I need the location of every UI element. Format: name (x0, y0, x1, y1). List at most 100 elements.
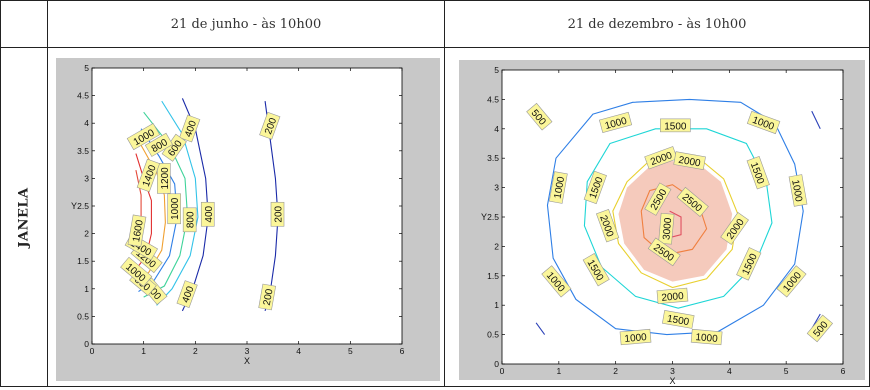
y-tick-label: 0 (494, 359, 499, 369)
contour-label: 1000 (690, 328, 723, 346)
y-tick-label: 2 (84, 229, 89, 239)
y-tick-label: 0 (84, 339, 89, 349)
y-tick-label: 3.5 (487, 153, 499, 163)
contour-label-box (676, 186, 709, 217)
contour-label: 1600 (127, 214, 147, 248)
contour-label-box (595, 208, 620, 243)
contour-label-box (583, 170, 607, 205)
contour-label-box (157, 163, 171, 194)
june-contour-chart: 0 1 2 3 4 5 600.511.522.533.544.55XY2002002004… (56, 58, 440, 381)
x-tick-label: 4 (727, 366, 732, 376)
contour-label-box (788, 174, 808, 207)
contour-label-text: 200 (262, 288, 276, 307)
x-tick-label: 6 (841, 366, 846, 376)
y-tick-label: 1.5 (487, 271, 499, 281)
contour-label-box (647, 237, 681, 267)
x-tick-label: 0 (90, 346, 95, 356)
contour-label-box (548, 171, 568, 204)
y-tick-label: 0.5 (77, 311, 89, 321)
contour-label-text: 1000 (624, 332, 648, 345)
contour-label-box (644, 146, 678, 170)
contour-label-box (598, 111, 633, 133)
contour-label-box (776, 265, 807, 298)
plot-area (91, 67, 403, 345)
december-contour-chart: 0 1 2 3 4 5 6 0 0.5 1 1.5 2 2.5 3 3.5 4 4.5 5 X Y 500 1000 150… (459, 60, 865, 386)
contour-label-box (136, 158, 160, 193)
y-tick-label: 1.5 (77, 256, 89, 266)
contour-label: 2000 (656, 287, 689, 304)
contour-2500 (640, 184, 708, 256)
contour-label-box (746, 110, 781, 135)
contour-1200 (139, 145, 166, 281)
row-label: JANELA (16, 186, 32, 248)
contour-label-text: 1000 (170, 197, 181, 220)
y-tick-label: 0.5 (487, 330, 499, 340)
contour-label-box (806, 314, 833, 343)
x-tick-label: 6 (400, 346, 405, 356)
header-june: 21 de junho - às 10h00 (47, 0, 445, 48)
y-tick-label: 5 (84, 63, 89, 73)
contour-label-text: 2000 (661, 291, 685, 304)
contour-label: 1000 (167, 193, 181, 225)
contour-label-box (258, 283, 277, 311)
contour-label: 1200 (157, 163, 171, 194)
contour-label: 1500 (660, 118, 691, 133)
contour-label-box (720, 212, 749, 245)
y-tick-label: 2.5 (77, 201, 89, 211)
contour-label: 200 (258, 283, 277, 311)
contour-label: 1000 (788, 174, 808, 207)
x-tick-label: 2 (613, 366, 618, 376)
contour-1500 (583, 128, 773, 309)
contour-label: 1000 (619, 328, 652, 346)
contour-label-text: 1000 (552, 175, 567, 199)
contour-label-box (660, 118, 691, 133)
contour-label-text: 800 (186, 211, 197, 228)
x-tick-label: 5 (348, 346, 353, 356)
contour-label-box (658, 212, 675, 245)
contour-label-text: 1600 (131, 219, 146, 243)
contour-label-box (526, 102, 553, 131)
x-tick-label: 1 (141, 346, 146, 356)
contour-label-box (736, 247, 762, 281)
contour-label-box (662, 310, 695, 329)
y-tick-label: 3.5 (77, 146, 89, 156)
contour-label-text: 2000 (677, 155, 701, 170)
contour-label-text: 1000 (695, 332, 719, 345)
y-tick-label: 2 (494, 241, 499, 251)
contour-label-box (120, 256, 153, 287)
contour-label: 2000 (673, 151, 706, 171)
contour-label-text: 1200 (160, 167, 171, 190)
y-tick-label: 3 (84, 173, 89, 183)
contour-label-box (144, 132, 173, 157)
contour-label-box (126, 123, 161, 151)
december-chart-cell: 0 1 2 3 4 5 6 0 0.5 1 1.5 2 2.5 3 3.5 4 4.5 5 X Y 500 1000 150… (444, 47, 870, 387)
x-tick-label: 1 (556, 366, 561, 376)
contour-label-text: 1500 (666, 314, 690, 329)
contour-500 (811, 110, 821, 130)
y-tick-label: 5 (494, 65, 499, 75)
x-axis-label: X (244, 356, 250, 366)
contour-label-text: 3000 (661, 217, 674, 241)
contour-label: 1500 (662, 310, 695, 329)
contour-label-box (673, 151, 706, 171)
contour-label-box (541, 265, 572, 298)
x-tick-label: 3 (245, 346, 250, 356)
contour-label-box (200, 201, 215, 227)
x-tick-label: 3 (670, 366, 675, 376)
contour-label: 1000 (548, 171, 568, 204)
contour-label-box (167, 193, 181, 225)
contour-label-text: 400 (204, 206, 215, 223)
contour-label: 3000 (658, 212, 675, 245)
contour-label-box (582, 253, 610, 287)
contour-label-box (690, 328, 723, 346)
y-axis-label: Y (481, 212, 487, 222)
contour-label-box (127, 214, 147, 248)
header-december-label: 21 de dezembro - às 10h00 (567, 16, 747, 32)
corner-cell (0, 0, 48, 48)
y-tick-label: 4 (494, 124, 499, 134)
y-tick-label: 4 (84, 118, 89, 128)
contour-label-box (270, 201, 285, 227)
x-tick-label: 2 (193, 346, 198, 356)
contour-label-box (179, 114, 201, 143)
contour-3000 (669, 210, 682, 239)
